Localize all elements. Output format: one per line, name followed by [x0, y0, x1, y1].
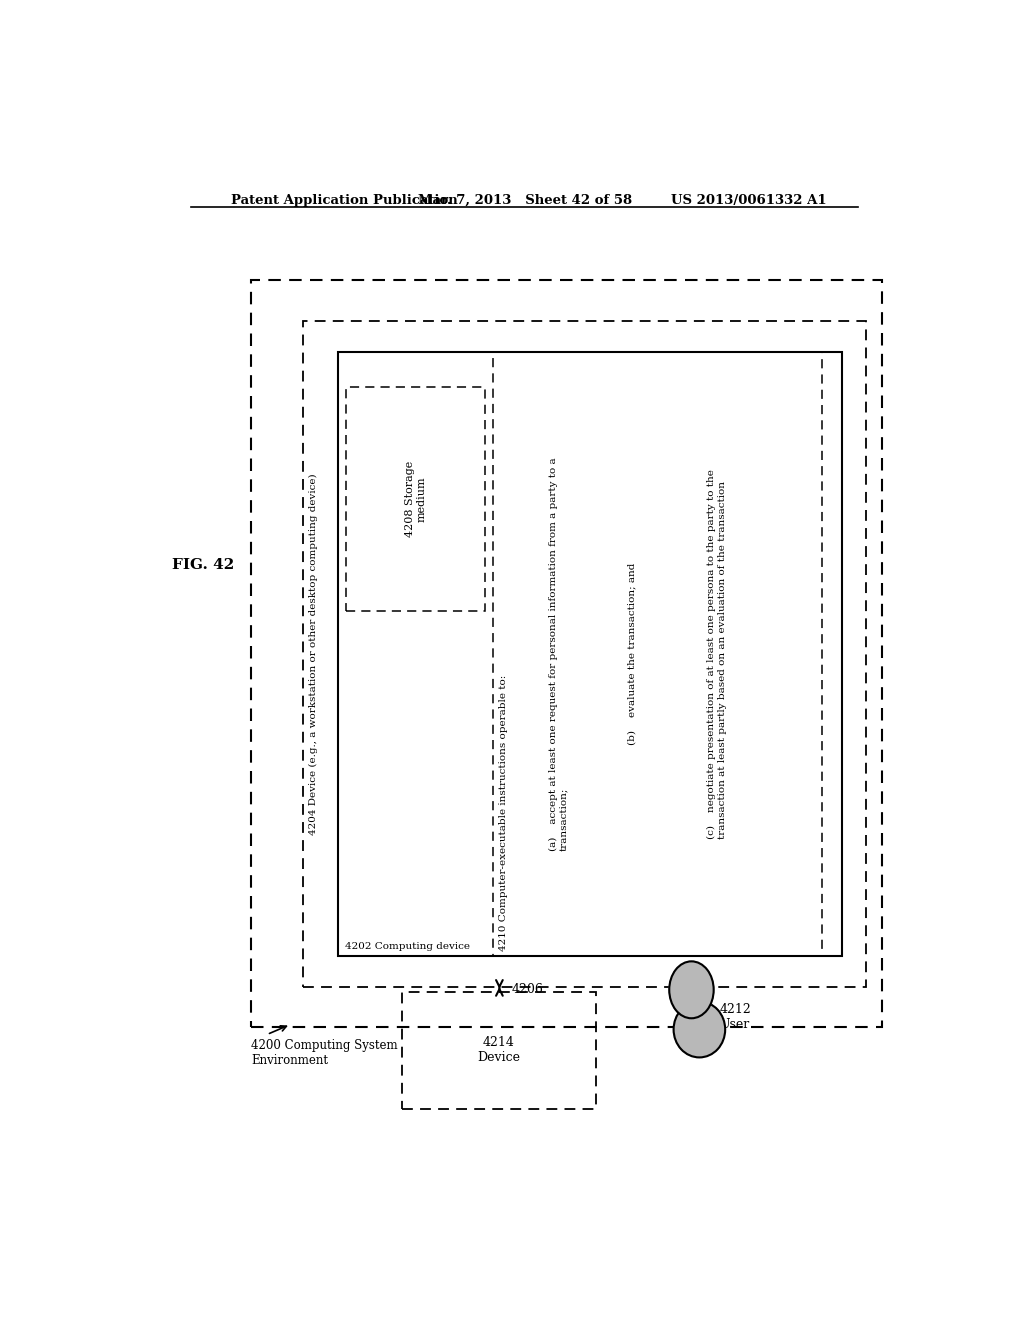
- Text: 4206: 4206: [511, 983, 543, 995]
- Text: (a)    accept at least one request for personal information from a party to a
tr: (a) accept at least one request for pers…: [549, 457, 568, 850]
- Text: US 2013/0061332 A1: US 2013/0061332 A1: [671, 194, 826, 207]
- Text: 4210 Computer-executable instructions operable to:: 4210 Computer-executable instructions op…: [500, 675, 508, 952]
- Text: (c)    negotiate presentation of at least one persona to the party to the
transa: (c) negotiate presentation of at least o…: [708, 469, 727, 838]
- Bar: [494, 351, 822, 956]
- Bar: [338, 351, 842, 956]
- Circle shape: [670, 961, 714, 1018]
- Text: 4204 Device (e.g., a workstation or other desktop computing device): 4204 Device (e.g., a workstation or othe…: [309, 473, 318, 834]
- Text: 4214
Device: 4214 Device: [477, 1036, 520, 1064]
- Text: 4200 Computing System
Environment: 4200 Computing System Environment: [251, 1039, 397, 1067]
- Text: 4212
User: 4212 User: [719, 1003, 751, 1031]
- Ellipse shape: [674, 1002, 725, 1057]
- Bar: [303, 321, 866, 987]
- Text: FIG. 42: FIG. 42: [172, 558, 233, 572]
- Text: Patent Application Publication: Patent Application Publication: [231, 194, 458, 207]
- Bar: [346, 387, 485, 611]
- Text: (b)    evaluate the transaction; and: (b) evaluate the transaction; and: [628, 562, 637, 744]
- Bar: [251, 280, 882, 1027]
- Text: 4208 Storage
medium: 4208 Storage medium: [404, 461, 426, 537]
- Text: 4202 Computing device: 4202 Computing device: [345, 942, 470, 952]
- Text: Mar. 7, 2013   Sheet 42 of 58: Mar. 7, 2013 Sheet 42 of 58: [418, 194, 632, 207]
- Bar: [401, 991, 596, 1109]
